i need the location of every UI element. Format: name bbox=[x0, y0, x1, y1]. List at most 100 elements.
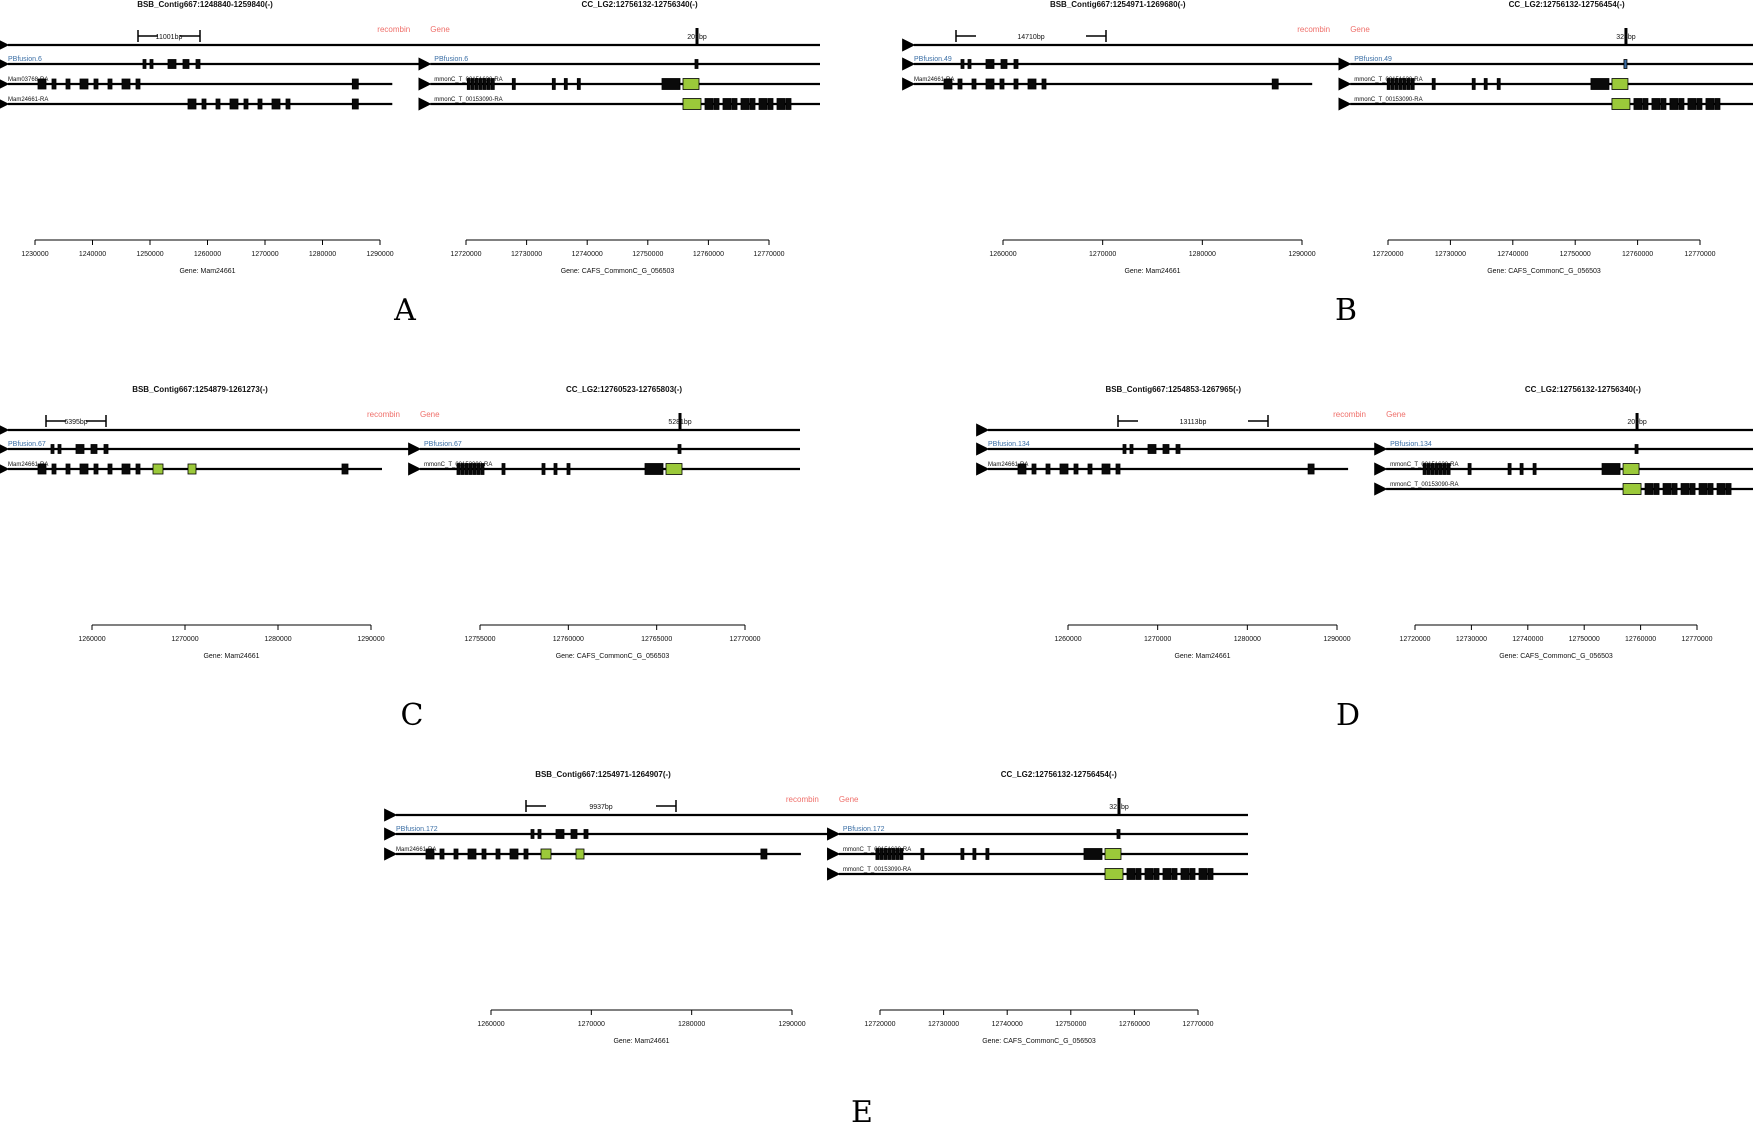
right-gene-label: Gene: CAFS_CommonC_G_056503 bbox=[561, 268, 675, 275]
exon-block bbox=[1394, 78, 1399, 90]
exon-block bbox=[464, 463, 469, 475]
exon-block bbox=[1101, 463, 1111, 475]
exon-block bbox=[960, 59, 965, 69]
right-bp-label: 5281bp bbox=[668, 419, 691, 426]
right-tick-label: 12730000 bbox=[928, 1021, 959, 1028]
left-fusion-label: PBfusion.172 bbox=[396, 826, 438, 833]
legend-recombin: recombin bbox=[1333, 410, 1366, 419]
exon-block bbox=[553, 463, 558, 475]
exon-block bbox=[271, 98, 281, 110]
exon-block bbox=[960, 848, 965, 860]
left-gene-label: Gene: Mam24661 bbox=[1174, 653, 1230, 660]
exon-block bbox=[1431, 78, 1436, 90]
exon-block bbox=[121, 463, 131, 475]
exon-block bbox=[583, 829, 589, 839]
exon-block bbox=[1422, 463, 1427, 475]
right-tick-label: 12760000 bbox=[553, 636, 584, 643]
exon-block bbox=[985, 848, 990, 860]
left-bp-label: 11001bp bbox=[156, 34, 183, 41]
exon-block bbox=[1651, 98, 1661, 110]
utr-block bbox=[1622, 483, 1642, 495]
left-tick-label: 1290000 bbox=[1323, 636, 1350, 643]
exon-block bbox=[1467, 463, 1472, 475]
exon-block bbox=[1434, 463, 1439, 475]
panel-letter: D bbox=[1336, 698, 1360, 733]
left-region-title: BSB_Contig667:1254853-1267965(-) bbox=[1105, 385, 1241, 394]
exon-block bbox=[1680, 483, 1690, 495]
exon-block bbox=[107, 463, 113, 475]
exon-block bbox=[1705, 98, 1715, 110]
exon-block bbox=[1696, 98, 1703, 110]
exon-block bbox=[523, 848, 529, 860]
utr-block bbox=[682, 78, 700, 90]
right-gene-label: Gene: CAFS_CommonC_G_056503 bbox=[982, 1038, 1096, 1045]
exon-block bbox=[541, 463, 546, 475]
exon-block bbox=[1507, 463, 1512, 475]
right-tick-label: 12750000 bbox=[632, 251, 663, 258]
exon-block bbox=[563, 78, 568, 90]
exon-block bbox=[1678, 98, 1685, 110]
right-fusion-label: PBfusion.49 bbox=[1354, 56, 1392, 63]
exon-block bbox=[50, 444, 55, 454]
exon-block bbox=[1013, 59, 1019, 69]
utr-block bbox=[665, 463, 683, 475]
right-fusion-label: PBfusion.172 bbox=[843, 826, 885, 833]
panel-letter: B bbox=[1335, 293, 1357, 328]
exon-block bbox=[1410, 78, 1415, 90]
exon-block bbox=[1430, 463, 1435, 475]
exon-block bbox=[501, 463, 506, 475]
exon-block bbox=[195, 59, 201, 69]
exon-block bbox=[731, 98, 738, 110]
exon-block bbox=[570, 829, 578, 839]
exon-block bbox=[1689, 483, 1696, 495]
right-tick-label: 12740000 bbox=[572, 251, 603, 258]
exon-block bbox=[285, 98, 291, 110]
exon-block bbox=[1590, 78, 1610, 90]
exon-block bbox=[486, 78, 491, 90]
right-tick-label: 12740000 bbox=[1497, 251, 1528, 258]
right-tick-label: 12755000 bbox=[464, 636, 495, 643]
right-region-title: CC_LG2:12756132-12756340(-) bbox=[1525, 385, 1641, 394]
exon-block bbox=[722, 98, 732, 110]
left-gene-label: Gene: Mam24661 bbox=[1124, 268, 1180, 275]
right-tick-label: 12770000 bbox=[753, 251, 784, 258]
exon-block bbox=[257, 98, 263, 110]
exon-block bbox=[1013, 78, 1019, 90]
exon-block bbox=[482, 78, 487, 90]
right-bp-label: 209bp bbox=[687, 34, 707, 41]
exon-block bbox=[478, 78, 483, 90]
exon-block bbox=[79, 78, 89, 90]
left-tick-label: 1270000 bbox=[1089, 251, 1116, 258]
left-transcript-label: Mam03768-RA bbox=[8, 77, 48, 83]
exon-block bbox=[1171, 868, 1178, 880]
right-region-title: CC_LG2:12756132-12756454(-) bbox=[1509, 0, 1625, 9]
right-tick-label: 12730000 bbox=[511, 251, 542, 258]
utr-block bbox=[1104, 868, 1124, 880]
exon-block bbox=[511, 78, 516, 90]
exon-block bbox=[1045, 463, 1051, 475]
right-tick-label: 12740000 bbox=[992, 1021, 1023, 1028]
left-tick-label: 1260000 bbox=[78, 636, 105, 643]
legend-recombin: recombin bbox=[377, 25, 410, 34]
panel-c: BSB_Contig667:1254879-1261273(-) CC_LG2:1… bbox=[0, 385, 800, 733]
legend-gene: Gene bbox=[1386, 410, 1406, 419]
right-gene-label: Gene: CAFS_CommonC_G_056503 bbox=[1499, 653, 1613, 660]
exon-block bbox=[1162, 868, 1172, 880]
left-tick-label: 1290000 bbox=[366, 251, 393, 258]
exon-block bbox=[1189, 868, 1196, 880]
left-tick-label: 1270000 bbox=[578, 1021, 605, 1028]
exon-block bbox=[468, 463, 473, 475]
left-tick-label: 1280000 bbox=[309, 251, 336, 258]
left-fusion-label: PBfusion.67 bbox=[8, 441, 46, 448]
exon-block bbox=[967, 59, 972, 69]
left-transcript-label: Mam24661-RA bbox=[8, 97, 48, 103]
exon-block bbox=[135, 463, 141, 475]
exon-block bbox=[985, 78, 995, 90]
exon-block bbox=[1175, 444, 1181, 454]
right-region-title: CC_LG2:12756132-12756340(-) bbox=[582, 0, 698, 9]
exon-block bbox=[474, 78, 479, 90]
exon-block bbox=[972, 848, 977, 860]
legend-recombin: recombin bbox=[786, 795, 819, 804]
right-transcript-label: mmonC_T_00153090-RA bbox=[1390, 482, 1458, 488]
exon-block bbox=[1386, 78, 1391, 90]
